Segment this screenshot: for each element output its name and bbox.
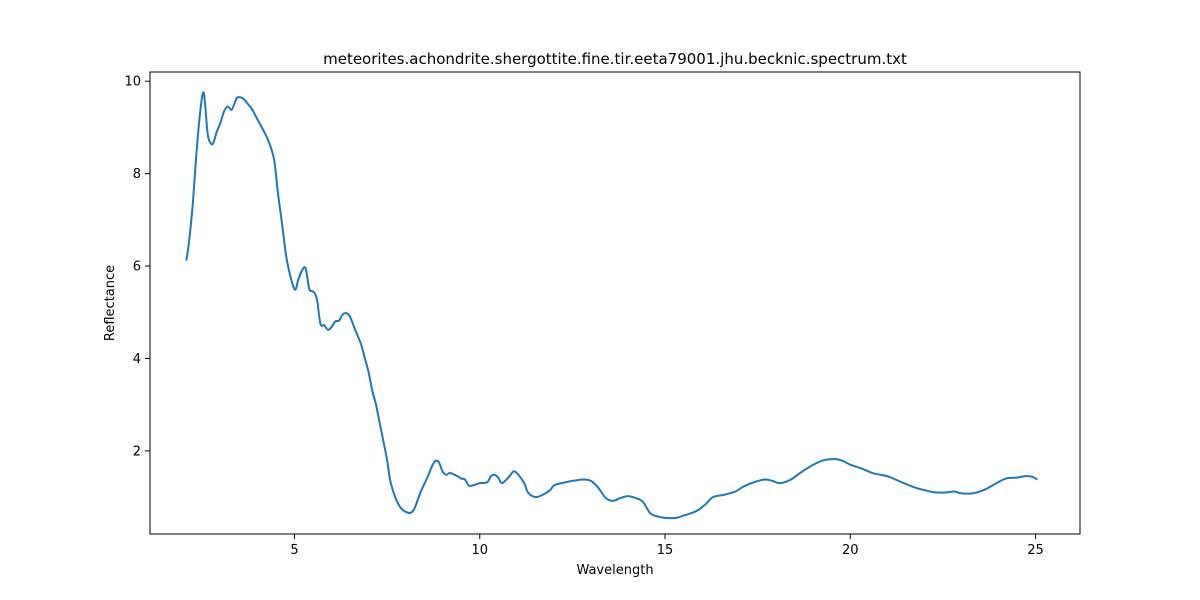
- y-axis-ticks: 2 4 6 8 10: [124, 75, 150, 459]
- x-tick-label: 10: [471, 543, 488, 558]
- x-axis-label: Wavelength: [576, 563, 653, 578]
- x-tick-label: 5: [290, 543, 298, 558]
- x-tick-label: 15: [657, 543, 674, 558]
- spectrum-line: [185, 91, 1038, 520]
- y-tick-label: 2: [133, 444, 141, 459]
- y-tick-label: 8: [133, 167, 141, 182]
- x-tick-label: 25: [1027, 543, 1044, 558]
- chart-title: meteorites.achondrite.shergottite.fine.t…: [323, 50, 907, 68]
- y-tick-label: 6: [133, 260, 141, 275]
- y-tick-label: 4: [133, 352, 141, 367]
- y-axis-label: Reflectance: [103, 265, 118, 341]
- x-axis-ticks: 5 10 15 20 25: [290, 534, 1044, 558]
- x-tick-label: 20: [842, 543, 859, 558]
- y-tick-label: 10: [124, 75, 141, 90]
- plot-frame: [149, 71, 1081, 535]
- plot-data-layer: [185, 91, 1038, 520]
